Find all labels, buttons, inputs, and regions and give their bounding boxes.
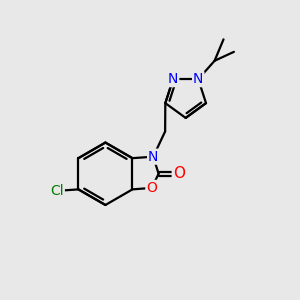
Text: N: N — [168, 72, 178, 86]
Text: N: N — [148, 150, 158, 164]
Text: O: O — [146, 181, 157, 195]
Text: Cl: Cl — [50, 184, 64, 198]
Text: N: N — [193, 72, 203, 86]
Text: O: O — [173, 166, 185, 181]
